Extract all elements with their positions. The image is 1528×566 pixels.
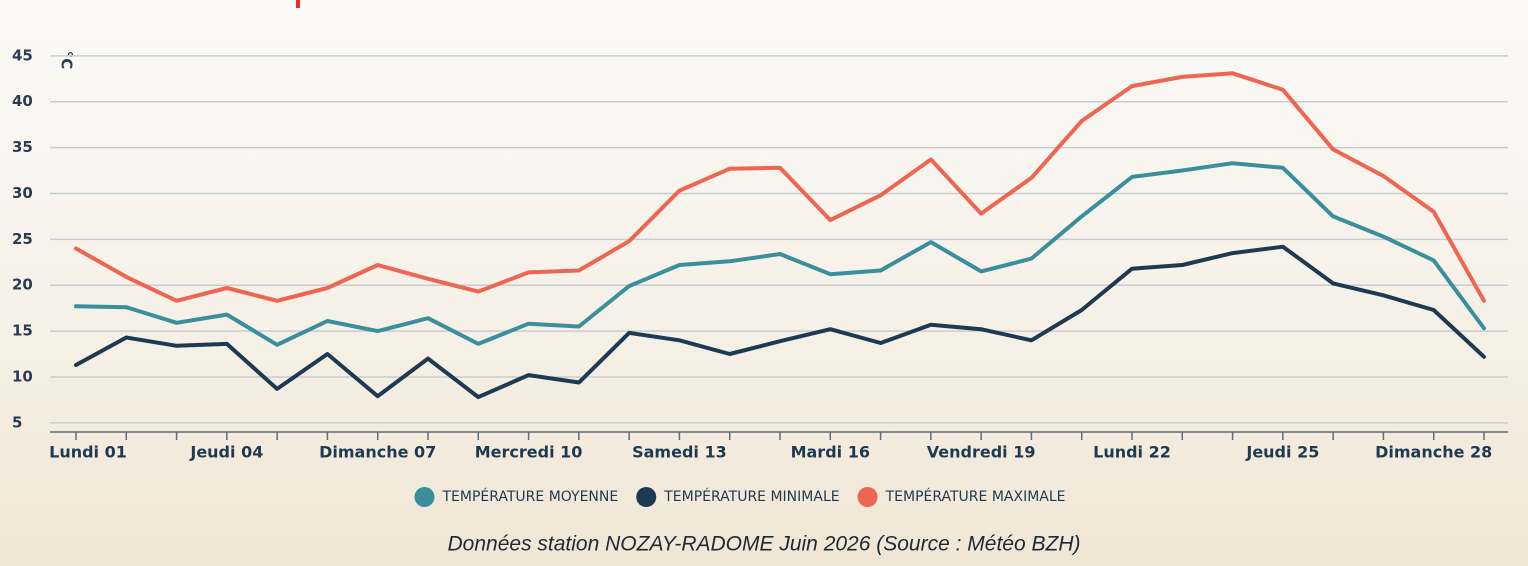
decoration (296, 0, 300, 8)
x-tick-label: Dimanche 28 (1375, 443, 1492, 462)
legend-marker (414, 487, 434, 507)
x-tick-label: Mercredi 10 (475, 443, 583, 462)
x-tick-label: Lundi 01 (49, 443, 127, 462)
y-tick-label: 15 (12, 322, 33, 340)
x-tick-label: Jeudi 04 (189, 443, 263, 462)
y-tick-label: 25 (12, 230, 33, 248)
legend-label: TEMPÉRATURE MAXIMALE (885, 488, 1066, 505)
legend-marker (858, 487, 878, 507)
unit-label: °C (58, 51, 76, 70)
page: °C Données station NOZAY-RADOME Juin 202… (0, 0, 1528, 566)
series-line (76, 163, 1484, 345)
y-tick-label: 40 (12, 92, 33, 110)
legend-marker (636, 487, 656, 507)
x-tick-label: Lundi 22 (1093, 443, 1171, 462)
series-line (76, 73, 1484, 300)
y-tick-label: 10 (12, 367, 33, 385)
x-tick-label: Mardi 16 (791, 443, 870, 462)
x-tick-label: Vendredi 19 (927, 443, 1036, 462)
x-tick-label: Samedi 13 (632, 443, 727, 462)
x-tick-label: Dimanche 07 (319, 443, 436, 462)
x-tick-label: Jeudi 25 (1245, 443, 1319, 462)
legend-label: TEMPÉRATURE MOYENNE (441, 488, 618, 505)
y-tick-label: 20 (12, 276, 33, 294)
y-tick-label: 5 (12, 413, 22, 431)
legend-label: TEMPÉRATURE MINIMALE (663, 488, 839, 505)
chart: °C Données station NOZAY-RADOME Juin 202… (0, 0, 1528, 566)
y-tick-label: 45 (12, 46, 33, 64)
y-tick-label: 30 (12, 184, 33, 202)
caption: Données station NOZAY-RADOME Juin 2026 (… (448, 533, 1081, 556)
y-tick-label: 35 (12, 138, 33, 156)
series-line (76, 247, 1484, 397)
